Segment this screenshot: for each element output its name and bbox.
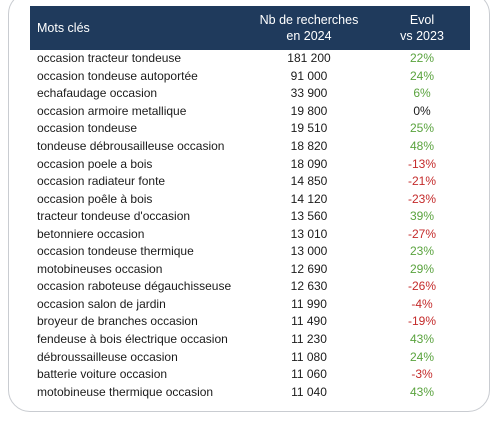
card-frame bbox=[8, 0, 490, 412]
searches-cell: 14 850 bbox=[290, 174, 328, 189]
keyword-cell: broyeur de branches occasion bbox=[37, 314, 198, 329]
evolution-cell: 43% bbox=[409, 332, 435, 347]
evolution-cell: -19% bbox=[407, 314, 436, 329]
header-keywords: Mots clés bbox=[30, 6, 244, 50]
header-searches-line1: Nb de recherches bbox=[259, 13, 359, 27]
evolution-cell: -21% bbox=[407, 174, 436, 189]
header-evol-line2: vs 2023 bbox=[400, 29, 444, 43]
evolution-cell: -4% bbox=[411, 296, 433, 311]
header-evol-line1: Evol bbox=[409, 13, 435, 27]
keyword-cell: débroussailleuse occasion bbox=[37, 349, 178, 364]
searches-cell: 18 090 bbox=[290, 156, 328, 171]
searches-cell: 11 060 bbox=[291, 367, 327, 382]
keyword-cell: motobineuses occasion bbox=[37, 261, 163, 276]
table-row: occasion poêle à bois 14 120 -23% bbox=[30, 190, 470, 208]
keyword-cell: occasion poêle à bois bbox=[37, 191, 153, 206]
keyword-cell: tracteur tondeuse d'occasion bbox=[37, 209, 191, 224]
evolution-cell: 39% bbox=[409, 209, 435, 224]
searches-cell: 11 490 bbox=[291, 314, 327, 329]
header-searches: Nb de recherches en 2024 bbox=[244, 6, 374, 50]
searches-cell: 18 820 bbox=[290, 139, 328, 153]
table-row: echafaudage occasion 33 900 6% bbox=[30, 85, 470, 103]
table-row: tondeuse débrousailleuse occasion 18 820 4… bbox=[30, 138, 470, 156]
evolution-cell: 29% bbox=[409, 261, 435, 276]
evolution-cell: 22% bbox=[409, 51, 435, 66]
table-row: occasion salon de jardin 11 990 -4% bbox=[30, 296, 470, 314]
searches-cell: 181 200 bbox=[287, 51, 331, 66]
header-row: Mots clés Nb de recherches en 2024 Evol … bbox=[30, 6, 470, 50]
table-row: motobineuse thermique occasion 11 040 43% bbox=[30, 383, 470, 401]
evolution-cell: 48% bbox=[409, 139, 435, 153]
searches-cell: 13 010 bbox=[290, 226, 328, 241]
searches-cell: 11 990 bbox=[291, 296, 327, 311]
keyword-cell: betonniere occasion bbox=[37, 226, 145, 241]
searches-cell: 13 560 bbox=[290, 209, 328, 224]
evolution-cell: 24% bbox=[409, 349, 435, 364]
header-evolution: Evol vs 2023 bbox=[374, 6, 470, 50]
searches-cell: 12 630 bbox=[290, 279, 328, 294]
table-row: occasion tondeuse thermique 13 000 23% bbox=[30, 243, 470, 261]
keyword-cell: echafaudage occasion bbox=[37, 86, 158, 101]
searches-cell: 13 000 bbox=[290, 244, 328, 259]
keyword-cell: occasion salon de jardin bbox=[37, 296, 166, 311]
keyword-cell: occasion tondeuse autoportée bbox=[37, 68, 198, 83]
searches-cell: 11 080 bbox=[291, 349, 327, 364]
table-row: fendeuse à bois électrique occasion 11 23… bbox=[30, 331, 470, 349]
searches-cell: 19 800 bbox=[290, 103, 328, 118]
keyword-cell: occasion poele a bois bbox=[37, 156, 153, 171]
keyword-cell: occasion tracteur tondeuse bbox=[37, 51, 182, 66]
table-row: occasion tondeuse 19 510 25% bbox=[30, 120, 470, 138]
table-row: occasion tondeuse autoportée 91 000 24% bbox=[30, 68, 470, 86]
keyword-cell: fendeuse à bois électrique occasion bbox=[37, 332, 228, 347]
table-row: batterie voiture occasion 11 060 -3% bbox=[30, 366, 470, 384]
searches-cell: 14 120 bbox=[290, 191, 328, 206]
evolution-cell: 43% bbox=[409, 384, 435, 399]
evolution-cell: 24% bbox=[409, 68, 435, 83]
evolution-cell: -23% bbox=[407, 191, 436, 206]
keyword-cell: motobineuse thermique occasion bbox=[37, 384, 214, 399]
table-header: Mots clés Nb de recherches en 2024 Evol … bbox=[30, 6, 470, 50]
evolution-cell: -3% bbox=[411, 367, 433, 382]
evolution-cell: 6% bbox=[413, 86, 431, 101]
evolution-cell: 25% bbox=[409, 121, 435, 136]
keyword-cell: occasion tondeuse bbox=[37, 121, 138, 136]
evolution-cell: -26% bbox=[407, 279, 436, 294]
keyword-cell: occasion radiateur fonte bbox=[37, 174, 166, 189]
searches-cell: 11 040 bbox=[291, 384, 327, 399]
keywords-table: Mots clés Nb de recherches en 2024 Evol … bbox=[30, 6, 470, 401]
header-searches-line2: en 2024 bbox=[286, 29, 332, 43]
evolution-cell: 23% bbox=[409, 244, 435, 259]
table-body: occasion tracteur tondeuse 181 200 22% occa… bbox=[30, 50, 470, 401]
table-row: occasion tracteur tondeuse 181 200 22% bbox=[30, 50, 470, 68]
keyword-cell: tondeuse débrousailleuse occasion bbox=[37, 139, 225, 153]
evolution-cell: -13% bbox=[407, 156, 436, 171]
searches-cell: 91 000 bbox=[290, 68, 328, 83]
keyword-cell: batterie voiture occasion bbox=[37, 367, 168, 382]
table-row: broyeur de branches occasion 11 490 -19% bbox=[30, 313, 470, 331]
table-row: betonniere occasion 13 010 -27% bbox=[30, 225, 470, 243]
table-row: débroussailleuse occasion 11 080 24% bbox=[30, 348, 470, 366]
keyword-cell: occasion raboteuse dégauchisseuse bbox=[37, 279, 232, 294]
keyword-cell: occasion armoire metallique bbox=[37, 103, 187, 118]
table-row: motobineuses occasion 12 690 29% bbox=[30, 261, 470, 279]
table-row: tracteur tondeuse d'occasion 13 560 39% bbox=[30, 208, 470, 226]
searches-cell: 19 510 bbox=[290, 121, 328, 136]
searches-cell: 12 690 bbox=[290, 261, 328, 276]
table-row: occasion raboteuse dégauchisseuse 12 630 -… bbox=[30, 278, 470, 296]
evolution-cell: -27% bbox=[407, 226, 436, 241]
evolution-cell: 0% bbox=[413, 103, 431, 118]
searches-cell: 33 900 bbox=[290, 86, 328, 101]
table-row: occasion poele a bois 18 090 -13% bbox=[30, 155, 470, 173]
table-row: occasion radiateur fonte 14 850 -21% bbox=[30, 173, 470, 191]
table-row: occasion armoire metallique 19 800 0% bbox=[30, 103, 470, 121]
searches-cell: 11 230 bbox=[291, 332, 327, 347]
keyword-cell: occasion tondeuse thermique bbox=[37, 244, 194, 259]
